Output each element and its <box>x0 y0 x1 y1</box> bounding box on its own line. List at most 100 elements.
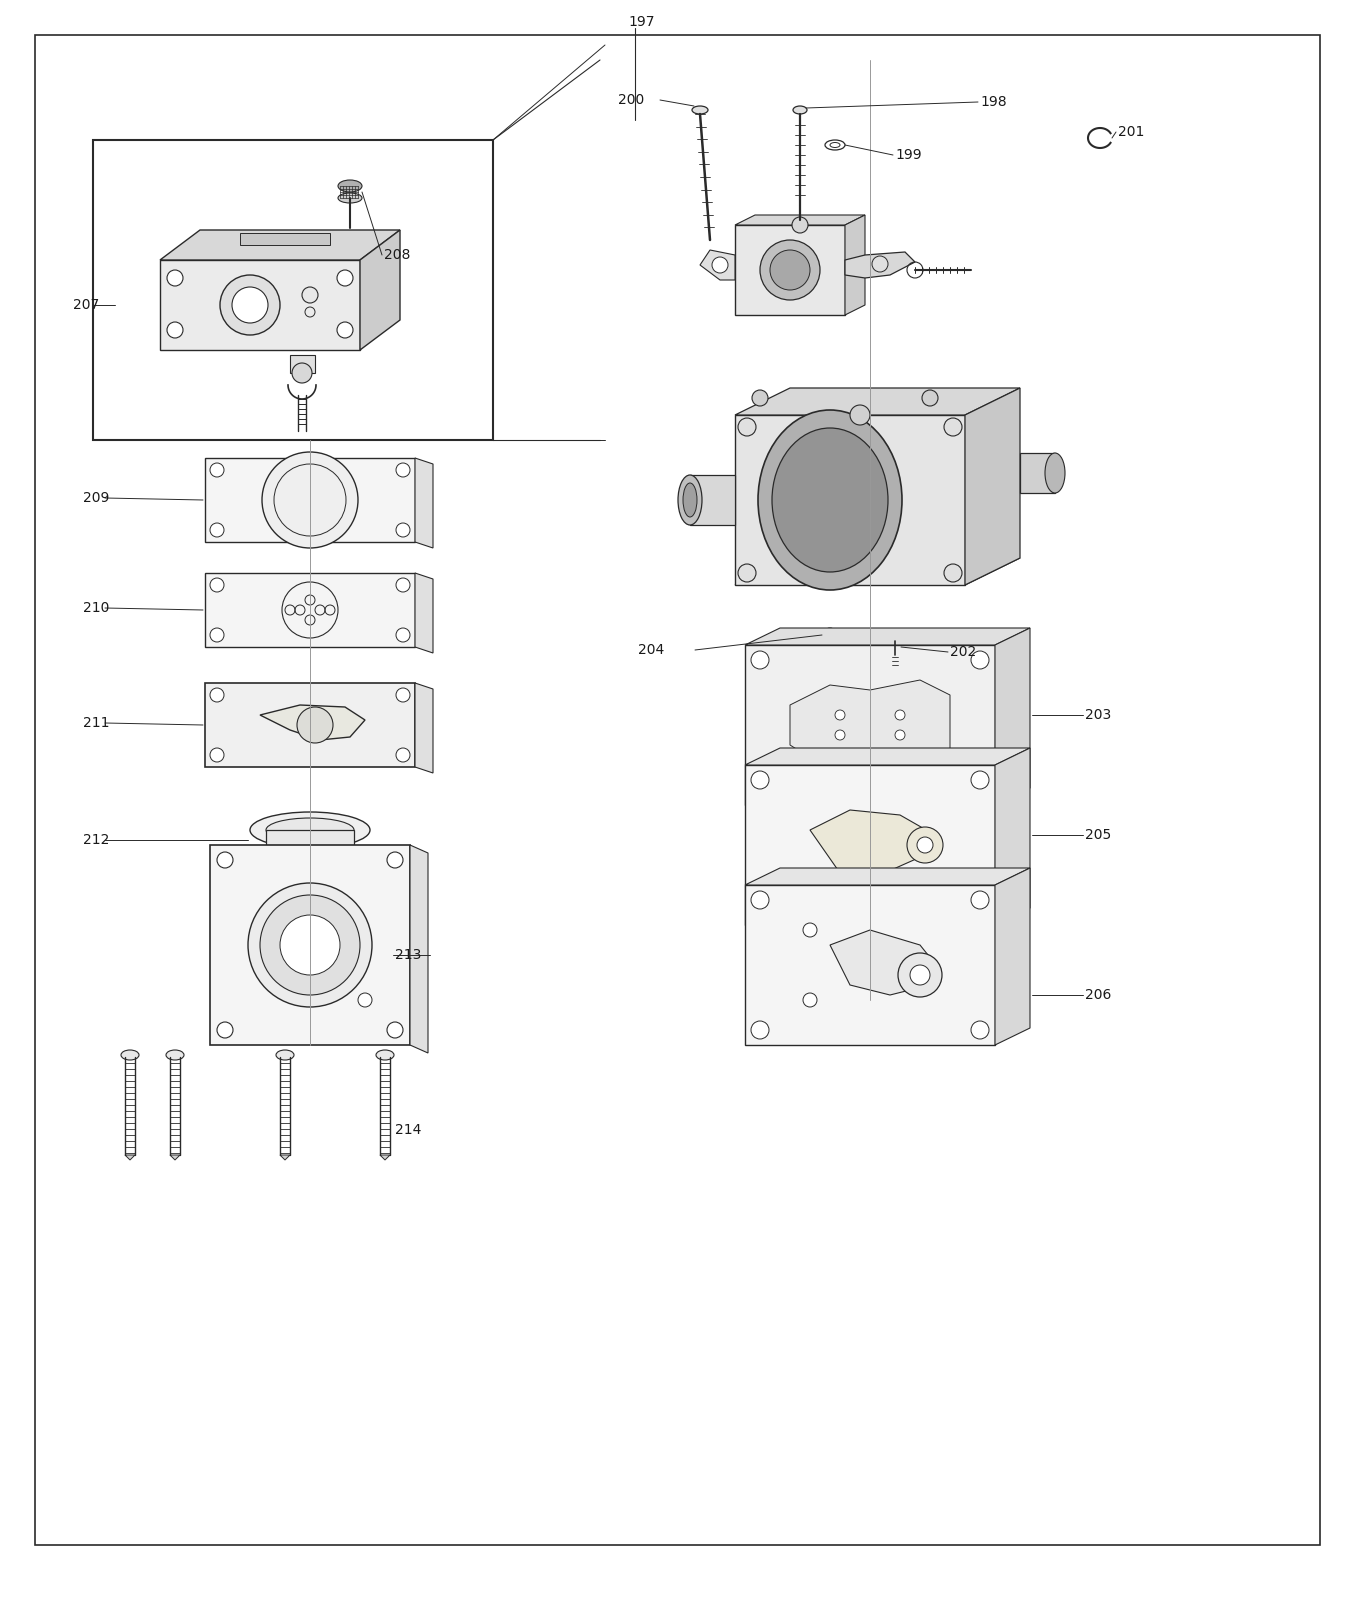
Polygon shape <box>205 458 415 542</box>
Polygon shape <box>689 475 735 525</box>
Circle shape <box>210 627 224 642</box>
Circle shape <box>898 954 942 997</box>
Circle shape <box>750 781 769 798</box>
Polygon shape <box>745 645 995 805</box>
Circle shape <box>292 363 312 382</box>
Ellipse shape <box>678 475 702 525</box>
Text: 210: 210 <box>83 602 110 614</box>
Polygon shape <box>735 214 864 226</box>
Polygon shape <box>380 1155 389 1160</box>
Circle shape <box>387 851 403 867</box>
Circle shape <box>167 270 183 286</box>
Circle shape <box>972 891 989 909</box>
Circle shape <box>803 923 817 938</box>
Ellipse shape <box>250 813 370 848</box>
Ellipse shape <box>166 1050 185 1059</box>
Circle shape <box>396 688 410 702</box>
Circle shape <box>217 1022 233 1038</box>
Polygon shape <box>266 830 354 875</box>
Circle shape <box>750 1021 769 1038</box>
Polygon shape <box>845 251 915 278</box>
Circle shape <box>835 710 845 720</box>
Circle shape <box>972 771 989 789</box>
Polygon shape <box>415 683 433 773</box>
Circle shape <box>906 827 943 862</box>
Polygon shape <box>205 683 415 766</box>
Circle shape <box>750 901 769 918</box>
Circle shape <box>210 749 224 762</box>
Circle shape <box>167 322 183 338</box>
Text: 197: 197 <box>628 14 654 29</box>
Ellipse shape <box>338 179 362 192</box>
Text: 202: 202 <box>950 645 976 659</box>
Polygon shape <box>160 230 400 259</box>
Circle shape <box>835 730 845 739</box>
Polygon shape <box>845 214 864 315</box>
Text: 201: 201 <box>1118 125 1144 139</box>
Polygon shape <box>415 458 433 547</box>
Circle shape <box>917 837 934 853</box>
Ellipse shape <box>772 427 887 573</box>
Circle shape <box>738 418 756 435</box>
Circle shape <box>210 578 224 592</box>
Ellipse shape <box>278 866 342 885</box>
Polygon shape <box>745 627 1030 645</box>
Circle shape <box>297 707 332 742</box>
Circle shape <box>822 627 837 642</box>
Circle shape <box>873 256 887 272</box>
Polygon shape <box>735 558 1020 586</box>
Polygon shape <box>360 230 400 350</box>
Polygon shape <box>240 234 330 245</box>
Circle shape <box>972 1021 989 1038</box>
Circle shape <box>261 894 360 995</box>
Ellipse shape <box>683 483 697 517</box>
Circle shape <box>396 627 410 642</box>
Text: 199: 199 <box>896 149 921 162</box>
Circle shape <box>896 730 905 739</box>
Ellipse shape <box>121 1050 138 1059</box>
Circle shape <box>232 286 267 323</box>
Circle shape <box>712 258 727 274</box>
Polygon shape <box>1020 453 1054 493</box>
Text: 212: 212 <box>83 834 110 846</box>
Polygon shape <box>205 573 415 646</box>
Circle shape <box>972 651 989 669</box>
Polygon shape <box>410 845 427 1053</box>
Ellipse shape <box>692 106 708 114</box>
Circle shape <box>921 390 938 406</box>
Polygon shape <box>700 250 735 280</box>
Text: 204: 204 <box>638 643 664 658</box>
Polygon shape <box>745 867 1030 885</box>
Circle shape <box>752 390 768 406</box>
Circle shape <box>210 523 224 538</box>
Ellipse shape <box>275 1050 294 1059</box>
Circle shape <box>911 965 930 986</box>
Ellipse shape <box>830 142 840 147</box>
Polygon shape <box>745 765 995 925</box>
Circle shape <box>750 891 769 909</box>
Circle shape <box>750 651 769 669</box>
Ellipse shape <box>266 861 354 890</box>
Polygon shape <box>415 573 433 653</box>
Polygon shape <box>170 1155 180 1160</box>
Text: 203: 203 <box>1086 707 1111 722</box>
Polygon shape <box>261 706 365 739</box>
Circle shape <box>387 1022 403 1038</box>
Circle shape <box>896 710 905 720</box>
Circle shape <box>396 578 410 592</box>
Text: 209: 209 <box>83 491 110 506</box>
Circle shape <box>849 405 870 426</box>
Text: 200: 200 <box>617 93 645 107</box>
Polygon shape <box>995 627 1030 805</box>
Circle shape <box>210 688 224 702</box>
Ellipse shape <box>1045 453 1065 493</box>
Polygon shape <box>995 749 1030 925</box>
Circle shape <box>760 240 820 301</box>
Ellipse shape <box>792 106 807 114</box>
Polygon shape <box>822 635 837 646</box>
Text: 211: 211 <box>83 717 110 730</box>
Circle shape <box>303 286 318 302</box>
Polygon shape <box>965 387 1020 586</box>
Text: 213: 213 <box>395 947 422 962</box>
Ellipse shape <box>266 818 354 842</box>
